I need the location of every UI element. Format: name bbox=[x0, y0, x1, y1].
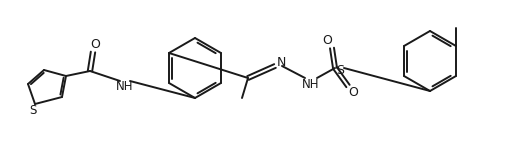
Text: S: S bbox=[29, 105, 37, 117]
Text: S: S bbox=[336, 64, 344, 78]
Text: O: O bbox=[322, 34, 332, 47]
Text: O: O bbox=[90, 39, 100, 51]
Text: NH: NH bbox=[302, 78, 320, 90]
Text: O: O bbox=[348, 86, 358, 100]
Text: N: N bbox=[276, 56, 286, 68]
Text: NH: NH bbox=[116, 80, 134, 93]
